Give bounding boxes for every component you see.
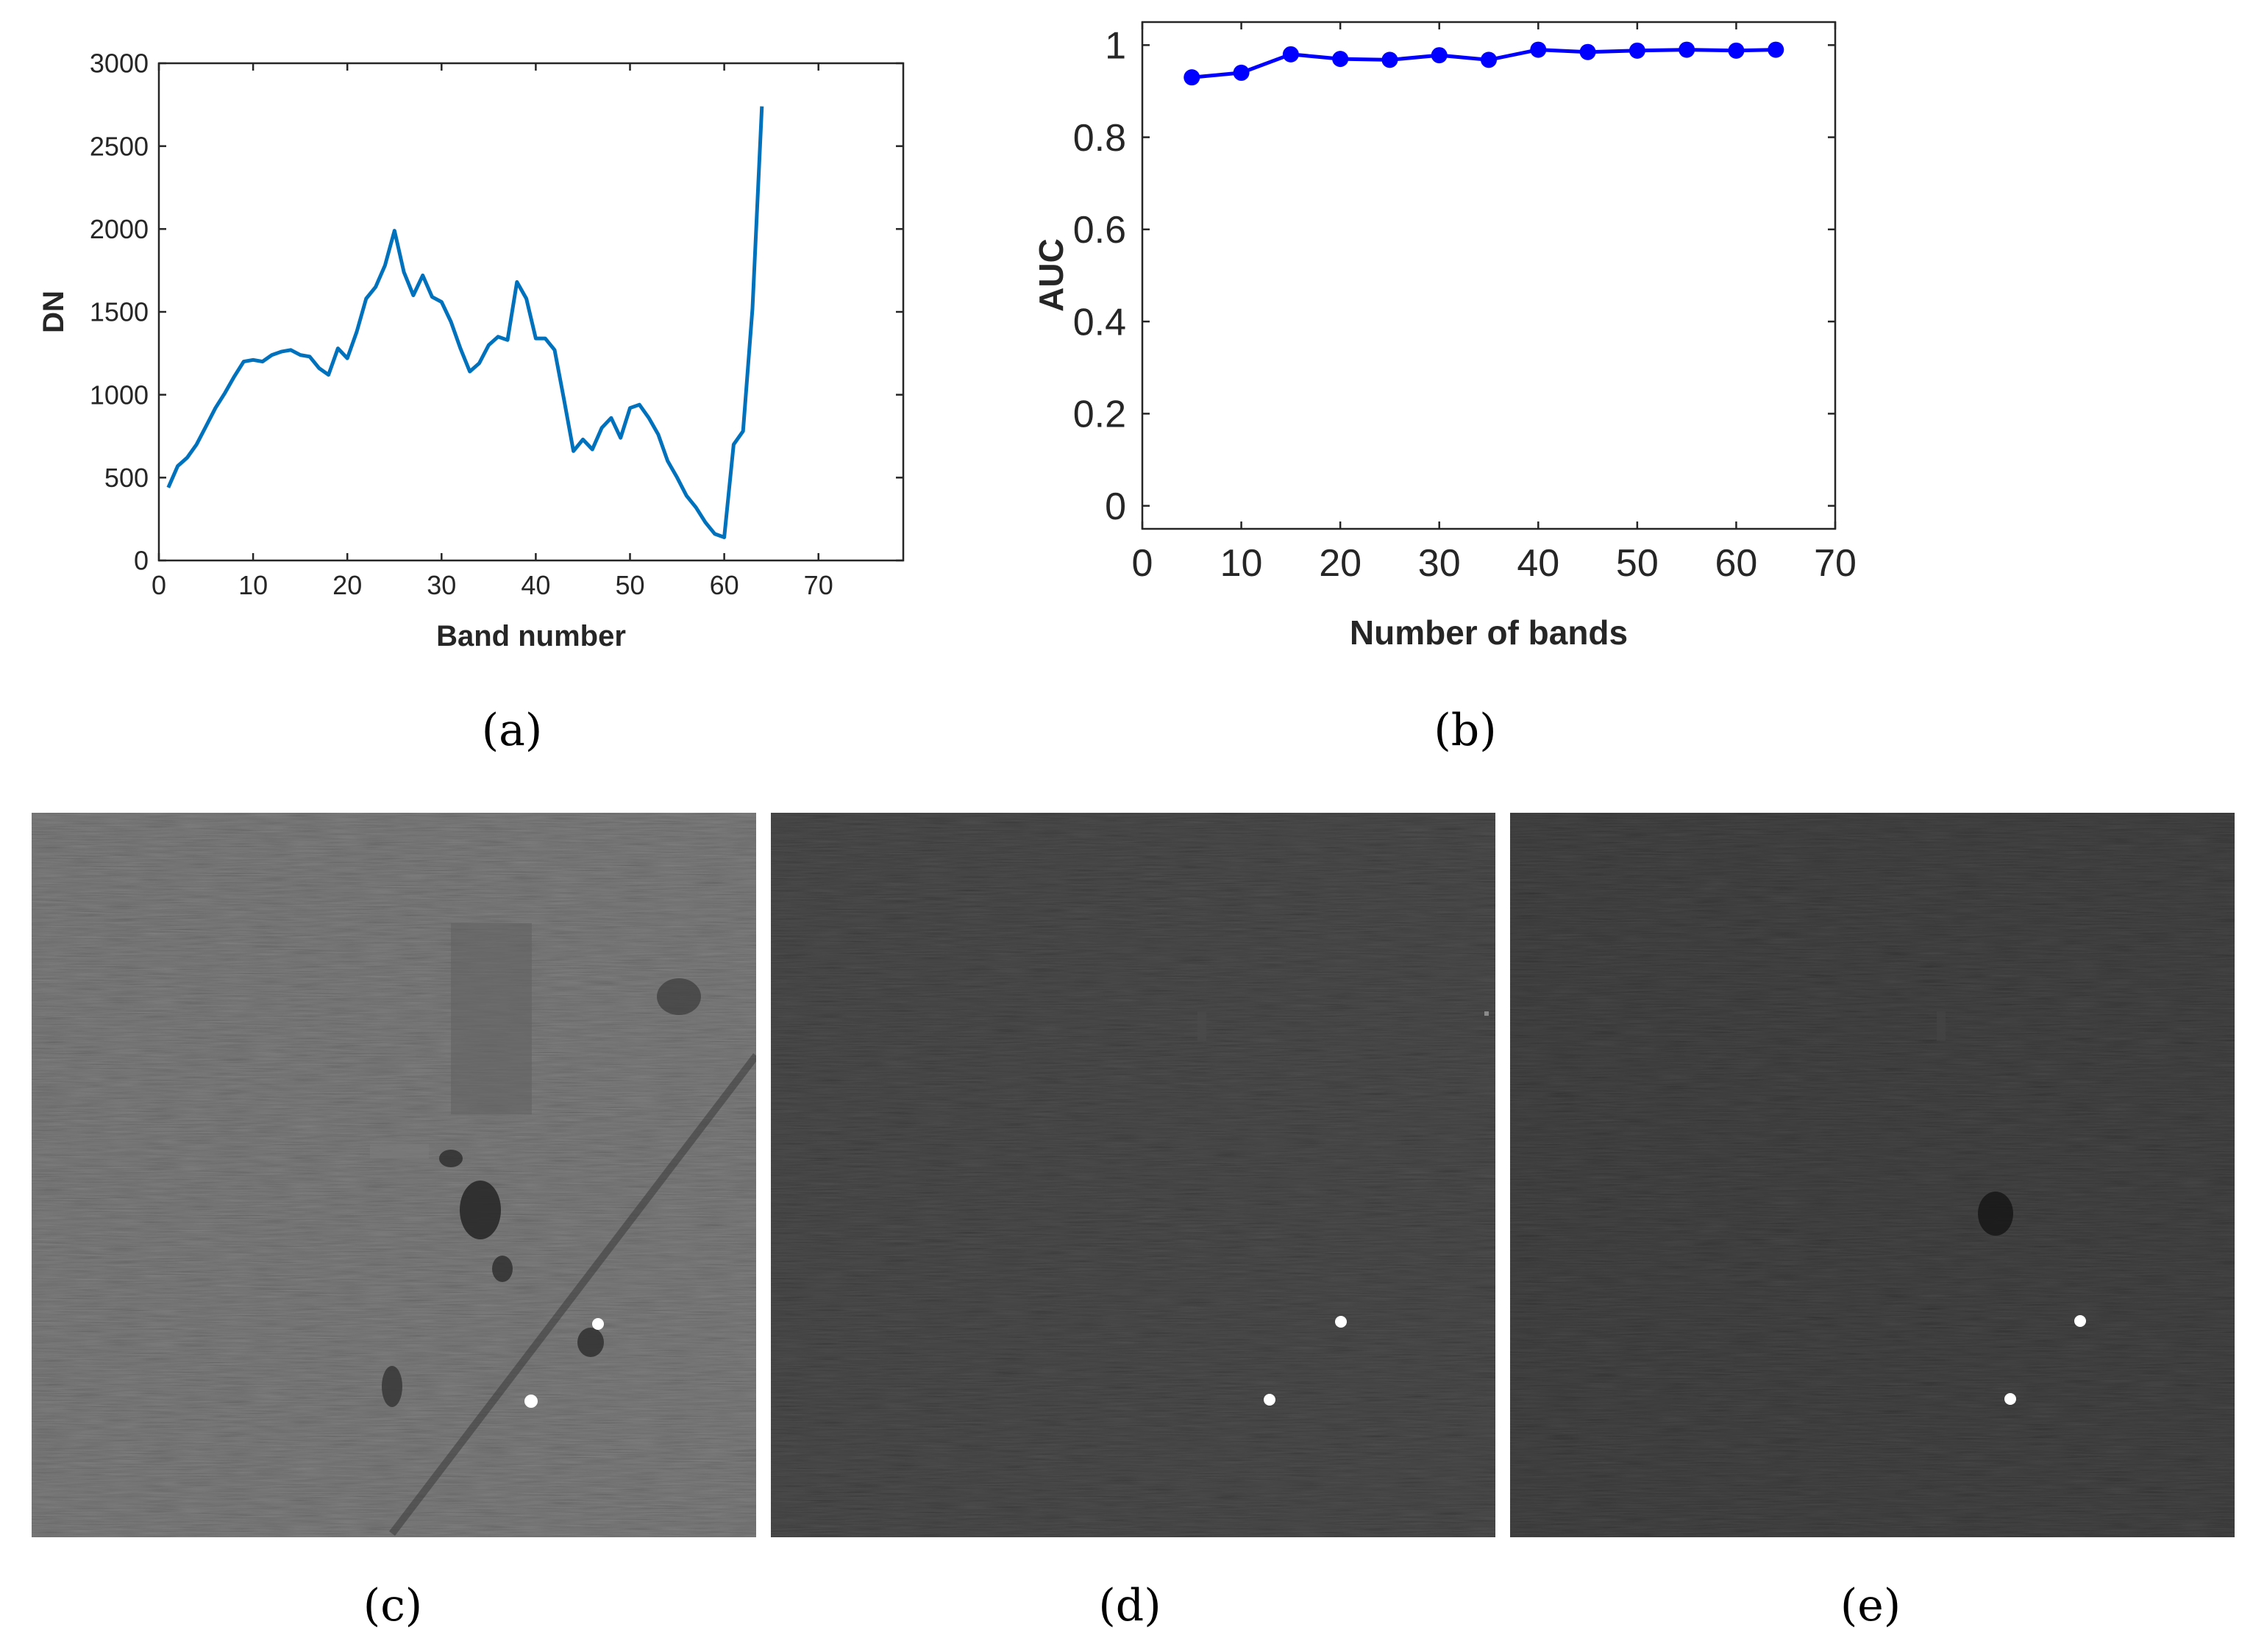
x-tick-label: 70 bbox=[804, 570, 833, 600]
chart-b-axes-box bbox=[1141, 21, 1837, 530]
data-point bbox=[1381, 51, 1398, 68]
target-bright-spot bbox=[2074, 1315, 2086, 1327]
data-point bbox=[1431, 47, 1448, 64]
image-panel-c bbox=[32, 813, 756, 1537]
x-tick-label: 10 bbox=[1220, 542, 1263, 585]
y-tick-label: 0.6 bbox=[1073, 209, 1126, 252]
x-tick-label: 0 bbox=[1132, 542, 1153, 585]
x-tick-label: 50 bbox=[1616, 542, 1659, 585]
data-point bbox=[1282, 46, 1299, 63]
y-tick-label: 500 bbox=[104, 463, 149, 493]
x-tick-label: 20 bbox=[332, 570, 362, 600]
y-tick-label: 0.8 bbox=[1073, 117, 1126, 160]
target-bright-spot bbox=[592, 1318, 604, 1330]
target-bright-spot bbox=[2004, 1393, 2016, 1405]
y-tick-label: 0.2 bbox=[1073, 394, 1126, 436]
y-tick-label: 1500 bbox=[90, 297, 149, 327]
y-tick-label: 2000 bbox=[90, 214, 149, 244]
chart-a-xlabel: Band number bbox=[436, 620, 626, 652]
y-tick-label: 0.4 bbox=[1073, 301, 1126, 343]
chart-a-series-line bbox=[166, 106, 764, 539]
x-tick-label: 70 bbox=[1814, 542, 1857, 585]
x-tick-label: 40 bbox=[521, 570, 550, 600]
data-point bbox=[1184, 69, 1200, 86]
caption-b: (b) bbox=[1434, 705, 1497, 756]
caption-e: (e) bbox=[1840, 1580, 1901, 1631]
x-tick-label: 30 bbox=[1418, 542, 1461, 585]
y-tick-label: 2500 bbox=[90, 131, 149, 161]
x-tick-label: 40 bbox=[1517, 542, 1559, 585]
chart-a-ylabel: DN bbox=[38, 291, 70, 333]
data-point bbox=[1233, 64, 1250, 81]
data-point bbox=[1332, 51, 1349, 68]
y-tick-label: 0 bbox=[1105, 485, 1126, 528]
x-tick-label: 30 bbox=[427, 570, 456, 600]
x-tick-label: 50 bbox=[615, 570, 644, 600]
target-bright-spot bbox=[1264, 1394, 1275, 1406]
chart-b-ylabel: AUC bbox=[1032, 238, 1070, 312]
x-tick-label: 60 bbox=[1715, 542, 1758, 585]
y-tick-label: 1 bbox=[1105, 25, 1126, 68]
data-point bbox=[1629, 42, 1645, 59]
data-point bbox=[1768, 41, 1784, 58]
image-panel-d bbox=[771, 813, 1495, 1537]
image-panel-e bbox=[1510, 813, 2235, 1537]
data-point bbox=[1530, 41, 1547, 58]
data-point bbox=[1728, 42, 1745, 59]
chart-a-spectrum: 0 10 20 30 40 50 60 70050010001500200025003000 … bbox=[38, 49, 905, 652]
x-tick-label: 0 bbox=[152, 570, 166, 600]
caption-c: (c) bbox=[363, 1580, 423, 1631]
data-point bbox=[1579, 43, 1596, 60]
caption-d: (d) bbox=[1098, 1580, 1161, 1631]
y-tick-label: 0 bbox=[134, 546, 149, 576]
chart-b-xlabel: Number of bands bbox=[1350, 613, 1628, 652]
x-tick-label: 10 bbox=[238, 570, 268, 600]
caption-a: (a) bbox=[481, 705, 543, 756]
y-tick-label: 1000 bbox=[90, 380, 149, 410]
x-tick-label: 60 bbox=[710, 570, 739, 600]
x-tick-label: 20 bbox=[1319, 542, 1362, 585]
data-point bbox=[1481, 51, 1497, 68]
data-point bbox=[1679, 41, 1695, 58]
y-tick-label: 3000 bbox=[90, 49, 149, 79]
chart-b-auc: 0 10 20 30 40 50 60 70 0 0.2 0.4 0.6 0.8 1 Number of … bbox=[1032, 21, 1857, 652]
target-bright-spot bbox=[1335, 1316, 1347, 1328]
target-bright-spot bbox=[524, 1395, 538, 1408]
